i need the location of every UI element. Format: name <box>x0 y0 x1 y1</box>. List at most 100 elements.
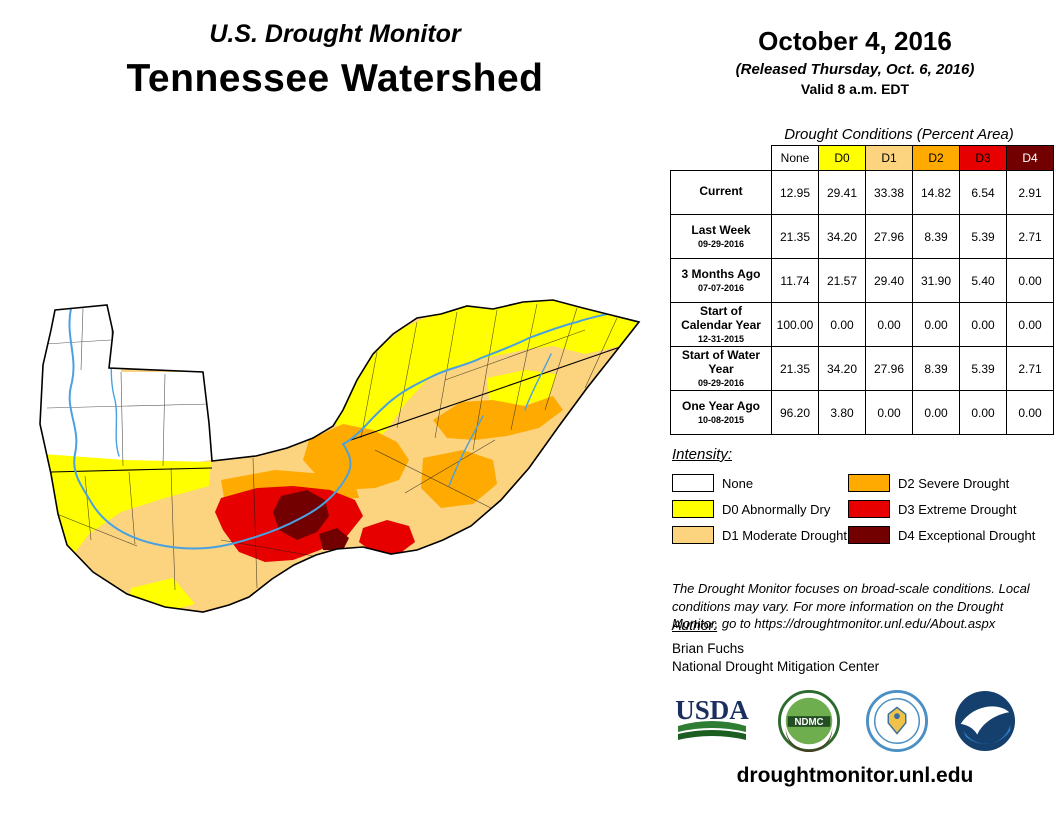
cell-value: 29.40 <box>865 258 913 303</box>
row-label-text: 3 Months Ago <box>681 266 761 281</box>
cell-value: 21.35 <box>771 214 819 259</box>
row-label-text: Start of Water Year <box>681 348 761 376</box>
legend-item-d4: D4 Exceptional Drought <box>848 522 1035 548</box>
ndmc-logo: NDMC <box>778 690 840 752</box>
legend-item-none: None <box>672 470 847 496</box>
table-row: Current 12.95 29.41 33.38 14.82 6.54 2.9… <box>670 170 1054 215</box>
cell-value: 2.71 <box>1006 346 1054 391</box>
col-header-d0: D0 <box>818 145 866 171</box>
author-block: Author: Brian Fuchs National Drought Mit… <box>672 616 879 677</box>
cell-value: 3.80 <box>818 390 866 435</box>
cell-value: 11.74 <box>771 258 819 303</box>
cell-value: 0.00 <box>959 302 1007 347</box>
ndmc-logo-text: NDMC <box>794 717 823 728</box>
author-org: National Drought Mitigation Center <box>672 659 880 675</box>
footer-url: droughtmonitor.unl.edu <box>736 764 974 787</box>
disclaimer-text: The Drought Monitor focuses on broad-sca… <box>672 581 1030 632</box>
cell-value: 21.35 <box>771 346 819 391</box>
cell-value: 27.96 <box>865 346 913 391</box>
legend-item-d0: D0 Abnormally Dry <box>672 496 847 522</box>
region-d4 <box>273 490 349 550</box>
table-row: 3 Months Ago 07-07-2016 11.74 21.57 29.40… <box>670 258 1054 303</box>
legend-item-d3: D3 Extreme Drought <box>848 496 1035 522</box>
county-boundaries <box>44 303 618 591</box>
row-label-text: One Year Ago <box>681 398 761 413</box>
release-date: (Released Thursday, Oct. 6, 2016) <box>735 61 975 78</box>
col-header-none: None <box>771 145 819 171</box>
legend-item-d1: D1 Moderate Drought <box>672 522 847 548</box>
cell-value: 2.91 <box>1006 170 1054 215</box>
title-block: U.S. Drought Monitor Tennessee Watershed <box>80 20 590 101</box>
commerce-eagle-icon <box>887 706 907 735</box>
legend-swatch-d0 <box>672 500 714 518</box>
legend-column-left: None D0 Abnormally Dry D1 Moderate Droug… <box>672 470 847 548</box>
legend-swatch-d3 <box>848 500 890 518</box>
table-row: Last Week 09-29-2016 21.35 34.20 27.96 8.… <box>670 214 1054 259</box>
legend-label: D2 Severe Drought <box>898 475 1010 491</box>
col-header-d3: D3 <box>959 145 1007 171</box>
legend-swatch-d4 <box>848 526 890 544</box>
usda-swoosh2-icon <box>678 730 746 740</box>
row-label: Last Week 09-29-2016 <box>670 214 772 259</box>
cell-value: 0.00 <box>912 302 960 347</box>
col-header-d2: D2 <box>912 145 960 171</box>
legend-title: Intensity: <box>672 446 733 463</box>
cell-value: 14.82 <box>912 170 960 215</box>
legend-swatch-d1 <box>672 526 714 544</box>
row-label: One Year Ago 10-08-2015 <box>670 390 772 435</box>
legend-swatch-d2 <box>848 474 890 492</box>
legend-label: None <box>722 475 754 491</box>
table-row: Start of Calendar Year 12-31-2015 100.00 … <box>670 302 1054 347</box>
row-label-text: Current <box>699 184 743 199</box>
legend-label: D1 Moderate Drought <box>722 527 848 543</box>
date-block: October 4, 2016 (Released Thursday, Oct.… <box>690 26 1020 97</box>
row-label-text: Start of Calendar Year <box>681 304 761 332</box>
cell-value: 12.95 <box>771 170 819 215</box>
cell-value: 21.57 <box>818 258 866 303</box>
cell-value: 0.00 <box>1006 390 1054 435</box>
usda-logo-text: USDA <box>675 695 749 725</box>
row-label-date: 10-08-2015 <box>697 414 745 425</box>
cell-value: 33.38 <box>865 170 913 215</box>
row-label: 3 Months Ago 07-07-2016 <box>670 258 772 303</box>
table-row: Start of Water Year 09-29-2016 21.35 34.2… <box>670 346 1054 391</box>
legend-item-d2: D2 Severe Drought <box>848 470 1035 496</box>
drought-conditions-table: None D0 D1 D2 D3 D4 Current 12.95 29.41 … <box>670 145 1054 435</box>
row-label-date: 07-07-2016 <box>697 282 745 293</box>
row-label: Start of Calendar Year 12-31-2015 <box>670 302 772 347</box>
legend-column-right: D2 Severe Drought D3 Extreme Drought D4 … <box>848 470 1035 548</box>
row-label-date: 09-29-2016 <box>697 377 745 388</box>
cell-value: 0.00 <box>818 302 866 347</box>
valid-time: Valid 8 a.m. EDT <box>800 81 910 97</box>
page-title: Tennessee Watershed <box>126 57 544 100</box>
cell-value: 31.90 <box>912 258 960 303</box>
cell-value: 100.00 <box>771 302 819 347</box>
cell-value: 27.96 <box>865 214 913 259</box>
cell-value: 5.40 <box>959 258 1007 303</box>
cell-value: 5.39 <box>959 214 1007 259</box>
legend-label: D4 Exceptional Drought <box>898 527 1036 543</box>
cell-value: 0.00 <box>865 302 913 347</box>
noaa-logo <box>954 690 1016 752</box>
table-header-row: None D0 D1 D2 D3 D4 <box>670 145 1054 171</box>
cell-value: 96.20 <box>771 390 819 435</box>
cell-value: 5.39 <box>959 346 1007 391</box>
legend-swatch-none <box>672 474 714 492</box>
author-label: Author: <box>672 617 718 633</box>
table-row: One Year Ago 10-08-2015 96.20 3.80 0.00 0… <box>670 390 1054 435</box>
author-name: Brian Fuchs <box>672 640 745 656</box>
cell-value: 0.00 <box>865 390 913 435</box>
table-caption: Drought Conditions (Percent Area) <box>784 126 1014 143</box>
cell-value: 34.20 <box>818 214 866 259</box>
row-label: Current <box>670 170 772 215</box>
cell-value: 0.00 <box>912 390 960 435</box>
cell-value: 0.00 <box>959 390 1007 435</box>
cell-value: 0.00 <box>1006 302 1054 347</box>
drought-map <box>39 299 641 613</box>
usda-logo: USDA <box>675 695 749 740</box>
cell-value: 8.39 <box>912 346 960 391</box>
report-date: October 4, 2016 <box>758 26 952 56</box>
col-header-d1: D1 <box>865 145 913 171</box>
row-label: Start of Water Year 09-29-2016 <box>670 346 772 391</box>
